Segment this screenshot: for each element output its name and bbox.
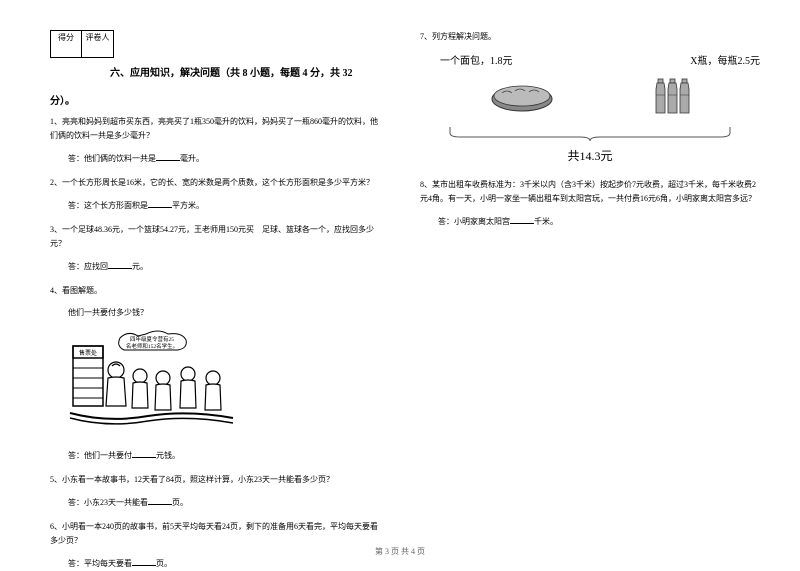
- question-1: 1、亮亮和妈妈到超市买东西，亮亮买了1瓶350毫升的饮料，妈妈买了一瓶860毫升…: [50, 115, 380, 143]
- answer-1-prefix: 答：他们俩的饮料一共是: [68, 154, 156, 163]
- score-label: 得分: [50, 30, 82, 58]
- answer-6: 答：平均每天要看 页。: [68, 556, 380, 571]
- answer-3: 答：应找回 元。: [68, 259, 380, 274]
- grader-label: 评卷人: [82, 30, 114, 58]
- bread-label: 一个面包，1.8元: [440, 52, 513, 67]
- answer-4: 答：他们一共要付 元钱。: [68, 448, 380, 463]
- bracket: [440, 125, 740, 145]
- blank: [148, 198, 172, 208]
- answer-3-suffix: 元。: [132, 262, 148, 271]
- answer-1-suffix: 毫升。: [180, 154, 204, 163]
- answer-5: 答：小东23天一共能看 页。: [68, 495, 380, 510]
- question-3: 3、一个足球48.36元，一个篮球54.27元，王老师用150元买 足球、篮球各…: [50, 223, 380, 251]
- answer-4-suffix: 元钱。: [156, 451, 180, 460]
- question-4-sub: 他们一共要付多少钱？: [68, 306, 380, 320]
- bottle-label: X瓶，每瓶2.5元: [690, 52, 760, 67]
- question-4: 4、看图解题。: [50, 284, 380, 298]
- answer-6-prefix: 答：平均每天要看: [68, 559, 132, 568]
- answer-8-suffix: 千米。: [534, 217, 558, 226]
- answer-8: 答：小明家离太阳宫 千米。: [438, 214, 760, 229]
- answer-2: 答：这个长方形面积是 平方米。: [68, 198, 380, 213]
- question-5: 5、小东看一本故事书，12天看了84页，照这样计算，小东23天一共能看多少页？: [50, 473, 380, 487]
- illustration-people: 售票处 四年级夏令营有25 名老师和152名学生。: [68, 328, 380, 440]
- answer-1: 答：他们俩的饮料一共是 毫升。: [68, 151, 380, 166]
- blank: [156, 151, 180, 161]
- answer-4-prefix: 答：他们一共要付: [68, 451, 132, 460]
- answer-5-suffix: 页。: [172, 498, 188, 507]
- section-title: 六、应用知识，解决问题（共 8 小题，每题 4 分，共 32: [110, 66, 380, 82]
- blank: [132, 448, 156, 458]
- svg-text:名老师和152名学生。: 名老师和152名学生。: [126, 342, 178, 350]
- total-price: 共14.3元: [420, 147, 760, 164]
- section-title-end: 分）。: [50, 92, 380, 107]
- blank: [108, 259, 132, 269]
- booth-label: 售票处: [79, 349, 97, 357]
- svg-text:四年级夏令营有25: 四年级夏令营有25: [130, 335, 174, 343]
- bread-icon: [487, 79, 557, 114]
- answer-2-suffix: 平方米。: [172, 201, 204, 210]
- answer-2-prefix: 答：这个长方形面积是: [68, 201, 148, 210]
- page-footer: 第 3 页 共 4 页: [0, 546, 800, 557]
- score-box: 得分 评卷人: [50, 30, 380, 58]
- q7-labels: 一个面包，1.8元 X瓶，每瓶2.5元: [440, 52, 760, 67]
- answer-3-prefix: 答：应找回: [68, 262, 108, 271]
- blank: [148, 495, 172, 505]
- question-6: 6、小明看一本240页的故事书，前5天平均每天看24页，剩下的准备用6天看完，平…: [50, 520, 380, 548]
- bottle-icon: [651, 75, 693, 117]
- blank: [510, 214, 534, 224]
- question-7: 7、列方程解决问题。: [420, 30, 760, 44]
- answer-8-prefix: 答：小明家离太阳宫: [438, 217, 510, 226]
- q7-items: [440, 75, 740, 117]
- answer-5-prefix: 答：小东23天一共能看: [68, 498, 148, 507]
- answer-6-suffix: 页。: [156, 559, 172, 568]
- question-2: 2、一个长方形周长是16米，它的长、宽的米数是两个质数，这个长方形面积是多少平方…: [50, 176, 380, 190]
- question-8: 8、某市出租车收费标准为：3千米以内（含3千米）按起步价7元收费，超过3千米，每…: [420, 178, 760, 206]
